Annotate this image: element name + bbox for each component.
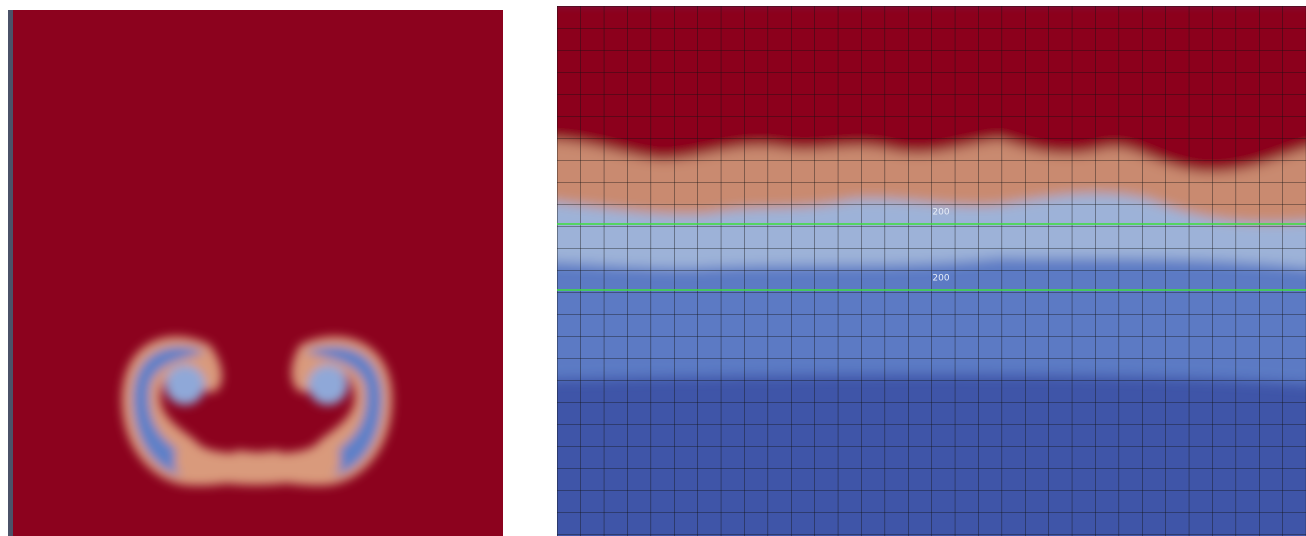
contour-label: 200	[932, 274, 949, 284]
right-panel: 200 200	[540, 0, 1306, 536]
left-panel	[8, 10, 503, 536]
screenshot: 200 200	[0, 0, 1306, 536]
page: 200 200 (() => { const data = JSON.parse…	[0, 0, 1306, 536]
contour-label: 200	[932, 208, 949, 218]
